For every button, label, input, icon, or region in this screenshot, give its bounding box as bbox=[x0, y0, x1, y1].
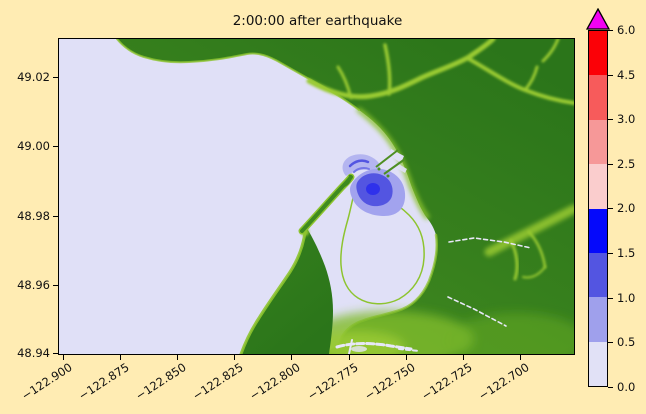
y-tick-label: 48.98 bbox=[17, 209, 50, 223]
colorbar-tick-mark bbox=[608, 30, 613, 32]
wave-streak-2 bbox=[353, 167, 370, 173]
y-tick-label: 48.96 bbox=[17, 278, 50, 292]
colorbar-segment bbox=[589, 31, 607, 76]
x-tick-label: −122.875 bbox=[76, 360, 132, 403]
colorbar-segment bbox=[589, 208, 607, 253]
x-tick-mark bbox=[520, 355, 522, 360]
colorbar-segment bbox=[589, 75, 607, 120]
x-tick-mark bbox=[406, 355, 408, 360]
peninsula bbox=[241, 227, 333, 354]
wave-streak bbox=[348, 159, 370, 168]
y-tick-mark bbox=[53, 146, 58, 148]
colorbar-tick-label: 0.0 bbox=[617, 380, 636, 394]
spit-hook bbox=[342, 174, 352, 188]
y-tick-mark bbox=[53, 353, 58, 355]
colorbar-tick-label: 4.5 bbox=[617, 68, 636, 82]
y-tick-label: 49.02 bbox=[17, 70, 50, 84]
marina-and-jetties bbox=[375, 149, 407, 178]
colorbar-segment bbox=[589, 119, 607, 165]
colorbar-segment bbox=[589, 164, 607, 209]
sand-spit bbox=[298, 173, 355, 235]
x-tick-label: −122.700 bbox=[476, 360, 532, 403]
x-tick-mark bbox=[234, 355, 236, 360]
map-plot-area bbox=[58, 38, 575, 355]
coastal-lowland-fringe bbox=[356, 107, 430, 220]
jetty-2 bbox=[383, 158, 406, 175]
colorbar-tick-label: 6.0 bbox=[617, 23, 636, 37]
colorbar-tick-mark bbox=[608, 119, 613, 121]
colorbar-segment bbox=[589, 297, 607, 342]
x-tick-label: −122.850 bbox=[133, 360, 189, 403]
x-tick-label: −122.825 bbox=[190, 360, 246, 403]
map-canvas bbox=[59, 39, 574, 354]
colorbar-tick-label: 3.0 bbox=[617, 112, 636, 126]
wave-band-low-wing bbox=[342, 154, 380, 176]
colorbar-tick-label: 2.0 bbox=[617, 201, 636, 215]
wave-amplitude-patch bbox=[342, 154, 406, 216]
colorbar-tick-label: 1.0 bbox=[617, 291, 636, 305]
colorbar-tick-label: 2.5 bbox=[617, 157, 636, 171]
x-tick-mark bbox=[120, 355, 122, 360]
mainland bbox=[117, 39, 574, 354]
x-tick-label: −122.750 bbox=[362, 360, 418, 403]
jetty-1 bbox=[375, 149, 399, 168]
x-tick-mark bbox=[463, 355, 465, 360]
colorbar-segment bbox=[589, 341, 607, 386]
x-tick-label: −122.725 bbox=[419, 360, 475, 403]
colorbar-tick-label: 0.5 bbox=[617, 335, 636, 349]
colorbar-segment bbox=[589, 252, 607, 298]
colorbar-tick-mark bbox=[608, 342, 613, 344]
plot-title: 2:00:00 after earthquake bbox=[232, 13, 403, 29]
x-tick-mark bbox=[63, 355, 65, 360]
y-tick-mark bbox=[53, 285, 58, 287]
peninsula-west-fringe bbox=[239, 225, 308, 354]
x-tick-mark bbox=[349, 355, 351, 360]
y-tick-label: 49.00 bbox=[17, 139, 50, 153]
colorbar-tick-label: 1.5 bbox=[617, 246, 636, 260]
tidal-creeks bbox=[335, 237, 532, 354]
y-tick-label: 48.94 bbox=[17, 346, 50, 360]
colorbar bbox=[588, 30, 608, 387]
x-tick-label: −122.775 bbox=[305, 360, 361, 403]
colorbar-over-arrow bbox=[586, 8, 610, 30]
colorbar-tick-mark bbox=[608, 208, 613, 210]
y-tick-mark bbox=[53, 216, 58, 218]
y-tick-mark bbox=[53, 77, 58, 79]
wave-peak bbox=[366, 183, 380, 195]
southeast-valley bbox=[484, 204, 574, 281]
delta-lowland bbox=[304, 311, 574, 354]
colorbar-tick-mark bbox=[608, 253, 613, 255]
harbor-water bbox=[340, 186, 425, 305]
x-tick-mark bbox=[291, 355, 293, 360]
colorbar-tick-mark bbox=[608, 75, 613, 77]
x-tick-label: −122.800 bbox=[247, 360, 303, 403]
river-valleys bbox=[306, 39, 574, 105]
x-tick-mark bbox=[177, 355, 179, 360]
colorbar-tick-mark bbox=[608, 298, 613, 300]
colorbar-tick-mark bbox=[608, 164, 613, 166]
x-tick-label: −122.900 bbox=[19, 360, 75, 403]
colorbar-tick-mark bbox=[608, 387, 613, 389]
